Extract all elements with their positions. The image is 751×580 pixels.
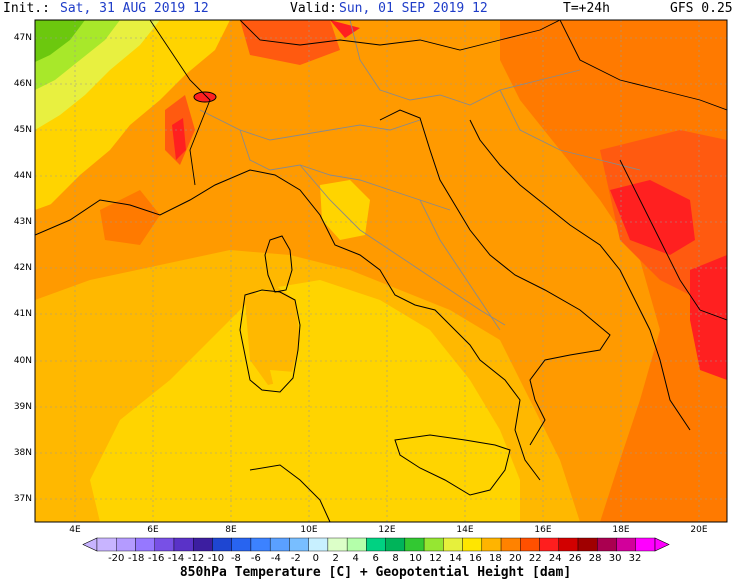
- init-label: Init.:: [3, 1, 50, 16]
- scale-cell: [116, 537, 136, 552]
- lon-tick: 20E: [690, 525, 708, 535]
- scale-cell: [558, 537, 579, 552]
- lat-tick: 40N: [13, 356, 32, 366]
- lat-tick: 41N: [13, 309, 32, 319]
- scale-tick-label: 12: [429, 553, 442, 564]
- scale-cell: [193, 537, 213, 552]
- scale-cell: [173, 537, 194, 552]
- lon-tick: 10E: [300, 525, 318, 535]
- scale-cell: [327, 537, 348, 552]
- scale-cell: [577, 537, 598, 552]
- scale-tick-label: 14: [449, 553, 462, 564]
- scale-cell: [212, 537, 232, 552]
- scale-cell: [404, 537, 425, 552]
- scale-tick-label: 10: [409, 553, 422, 564]
- lon-tick: 18E: [612, 525, 630, 535]
- scale-cell: [308, 537, 329, 552]
- lon-tick: 6E: [147, 525, 159, 535]
- scale-cell: [635, 537, 656, 552]
- scale-cell: [423, 537, 444, 552]
- scale-tick-label: -10: [207, 553, 225, 564]
- scale-cell: [135, 537, 155, 552]
- scale-tick-label: 4: [352, 553, 359, 564]
- lat-tick: 38N: [13, 448, 32, 458]
- scale-cell: [96, 537, 117, 552]
- scale-tick-label: 30: [608, 553, 622, 564]
- scale-tick-label: -4: [270, 553, 281, 564]
- scale-cell: [346, 537, 367, 552]
- scale-tick-label: 6: [372, 553, 379, 564]
- map-header: Init.: Sat, 31 AUG 2019 12 Valid: Sun, 0…: [0, 0, 751, 20]
- forecast-step: T=+24h: [563, 1, 610, 16]
- scale-tick-label: 32: [628, 553, 642, 564]
- scale-tick-label: -6: [250, 553, 261, 564]
- lon-tick: 4E: [69, 525, 81, 535]
- scale-tick-label: -18: [128, 553, 145, 564]
- model-name: GFS 0.25: [670, 1, 733, 16]
- scale-cell: [366, 537, 386, 552]
- scale-tick-label: -14: [167, 553, 185, 564]
- scale-cell: [231, 537, 252, 552]
- scale-tick-label: 0: [312, 553, 319, 564]
- scale-caption: 850hPa Temperature [C] + Geopotential He…: [179, 565, 572, 580]
- scale-cell: [269, 537, 290, 552]
- scale-tick-label: 28: [588, 553, 602, 564]
- country-borders: [149, 20, 727, 321]
- scale-tick-label: 2: [332, 553, 339, 564]
- lat-tick: 46N: [13, 79, 32, 89]
- lat-tick: 44N: [13, 171, 32, 181]
- scale-tick-label: -16: [147, 553, 165, 564]
- scale-cell: [154, 537, 175, 552]
- scale-cell: [597, 537, 617, 552]
- lon-tick: 16E: [534, 525, 552, 535]
- scale-tick-label: 26: [568, 553, 582, 564]
- scale-tick-label: -20: [108, 553, 125, 564]
- scale-tick-label: 18: [488, 553, 502, 564]
- lat-tick: 42N: [13, 263, 32, 273]
- scale-tick-label: 8: [392, 553, 399, 564]
- lat-tick: 37N: [13, 494, 32, 504]
- color-scale-cells: [82, 537, 670, 552]
- init-time: Sat, 31 AUG 2019 12: [60, 1, 209, 16]
- scale-tick-label: -2: [290, 553, 301, 564]
- lat-tick: 45N: [13, 125, 32, 135]
- scale-tick-label: 24: [548, 553, 562, 564]
- scale-cell: [500, 537, 521, 552]
- scale-cell: [520, 537, 540, 552]
- scale-arrow-left: [82, 537, 98, 552]
- scale-tick-label: -12: [187, 553, 205, 564]
- scale-cell: [462, 537, 483, 552]
- scale-cell: [289, 537, 309, 552]
- lon-tick: 8E: [225, 525, 237, 535]
- scale-arrow-right: [654, 537, 670, 552]
- scale-cell: [616, 537, 636, 552]
- lon-tick: 12E: [378, 525, 396, 535]
- scale-cell: [443, 537, 463, 552]
- lat-tick: 47N: [13, 33, 32, 43]
- lat-tick: 43N: [13, 217, 32, 227]
- lat-tick: 39N: [13, 402, 32, 412]
- map-frame: [34, 19, 728, 523]
- scale-tick-label: -8: [230, 553, 241, 564]
- scale-cell: [481, 537, 502, 552]
- valid-label: Valid:: [290, 1, 337, 16]
- coastlines: [35, 109, 691, 522]
- scale-cell: [539, 537, 559, 552]
- valid-time: Sun, 01 SEP 2019 12: [339, 1, 488, 16]
- scale-tick-label: 20: [508, 553, 522, 564]
- lon-tick: 14E: [456, 525, 474, 535]
- map-grid: [35, 20, 727, 522]
- scale-cell: [250, 537, 271, 552]
- scale-tick-label: 16: [469, 553, 482, 564]
- color-scale: [82, 537, 670, 552]
- borders: [199, 20, 641, 331]
- scale-tick-label: 22: [528, 553, 542, 564]
- scale-cell: [385, 537, 406, 552]
- temperature-map: [34, 19, 728, 523]
